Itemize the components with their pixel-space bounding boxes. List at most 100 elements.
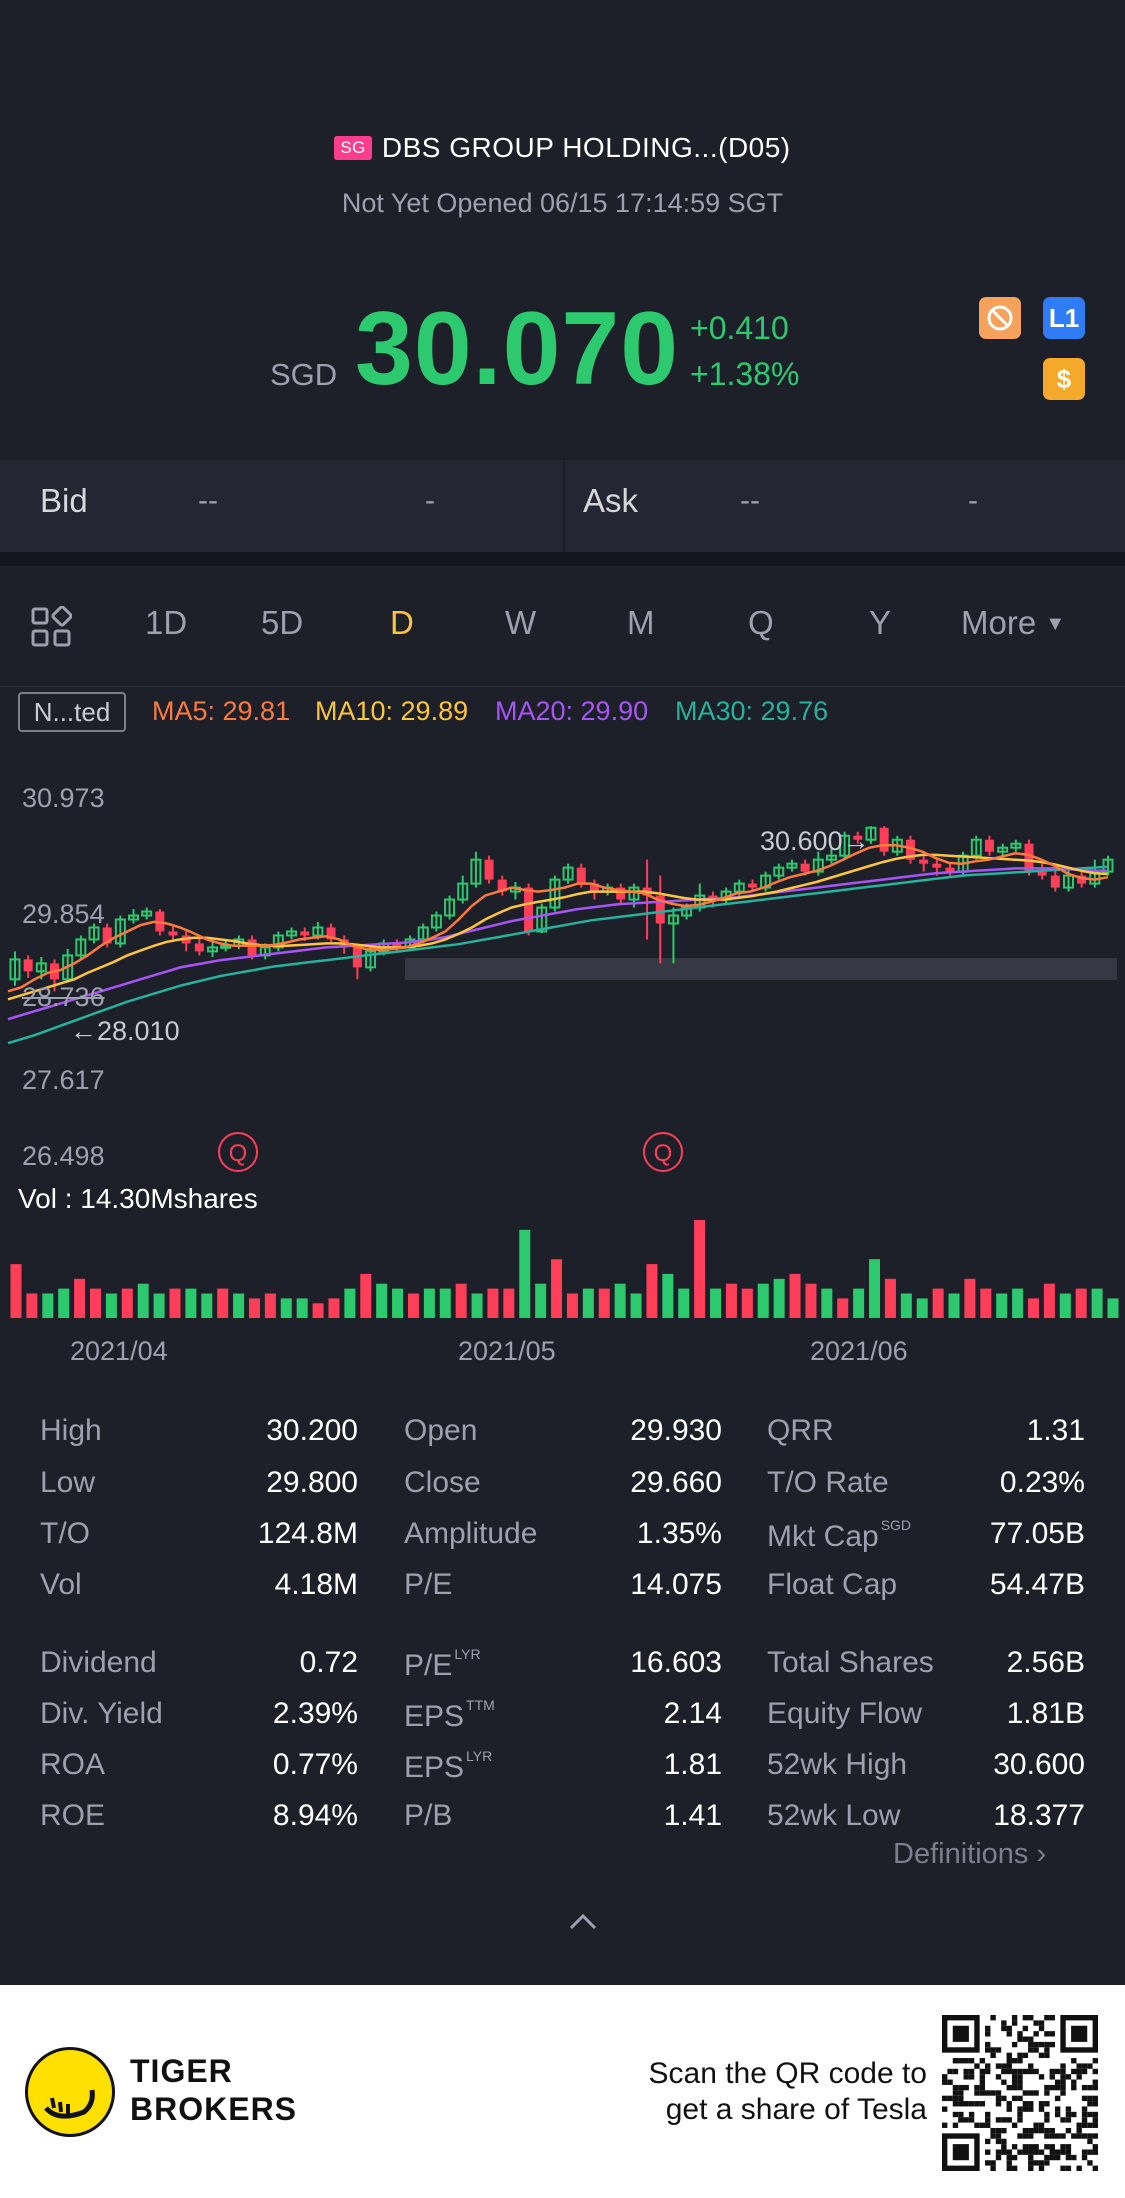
x-tick: 2021/06	[810, 1336, 908, 1366]
price-change: +0.410	[690, 310, 789, 346]
level1-icon[interactable]: L1	[1043, 297, 1085, 339]
ma10-line	[7, 853, 1109, 1001]
chevron-right-icon: ›	[1036, 1838, 1047, 1870]
volume-bar	[328, 1298, 340, 1318]
definitions-link[interactable]: Definitions ›	[893, 1838, 1046, 1871]
volume-bar	[1091, 1288, 1103, 1318]
price-band	[405, 958, 1117, 980]
tab-y[interactable]: Y	[869, 604, 892, 641]
stat-value: 18.377	[993, 1799, 1085, 1832]
stat-value: 8.94%	[272, 1799, 358, 1832]
volume-bar	[535, 1283, 547, 1318]
tab-5d[interactable]: 5D	[261, 604, 304, 641]
volume-bar	[773, 1278, 785, 1318]
volume-bar	[121, 1288, 133, 1318]
stat-label: EPS LYR	[404, 1748, 492, 1785]
tab-more[interactable]: More ▼	[961, 604, 1065, 642]
stat-value: 124.8M	[257, 1517, 358, 1550]
stat-label-text: Mkt Cap	[767, 1520, 879, 1553]
ma20-line	[7, 867, 1108, 1021]
candle	[194, 937, 204, 956]
stat-label-text: Open	[404, 1414, 478, 1447]
bid-size: -	[425, 484, 435, 517]
stat-label-text: ROA	[40, 1748, 106, 1781]
ma20-value: MA20: 29.90	[495, 696, 649, 726]
cta-text: get a share of Tesla	[665, 2093, 927, 2126]
stat-label: Amplitude	[404, 1517, 537, 1551]
stat-value: 0.72	[299, 1646, 358, 1679]
fire-icon[interactable]	[979, 297, 1021, 339]
volume-bar	[996, 1293, 1008, 1318]
stat-label-text: 52wk Low	[767, 1799, 901, 1832]
stat-label-superscript: TTM	[466, 1697, 495, 1713]
candle	[984, 835, 994, 856]
caret-down-icon: ▼	[1045, 613, 1066, 635]
candle	[655, 875, 665, 964]
stat-label-text: Vol	[40, 1568, 82, 1601]
stat-label-text: QRR	[767, 1414, 834, 1447]
volume-bar	[10, 1264, 22, 1318]
volume-bar	[710, 1288, 722, 1318]
stat-label: Low	[40, 1466, 95, 1500]
stat-label: Mkt Cap SGD	[767, 1517, 911, 1554]
high-marker: 30.600→	[760, 826, 870, 856]
volume-bar	[900, 1293, 912, 1318]
candle	[168, 925, 178, 942]
volume-bar	[964, 1278, 976, 1318]
earnings-marker[interactable]: Q	[643, 1132, 683, 1172]
tab-w[interactable]: W	[505, 604, 537, 641]
chevron-up-icon[interactable]	[565, 1910, 601, 1937]
stat-label-text: Dividend	[40, 1646, 157, 1679]
y-tick: 26.498	[22, 1141, 105, 1171]
candle	[207, 941, 219, 957]
candle	[1050, 867, 1060, 892]
candle	[549, 875, 561, 912]
volume-bar	[1028, 1298, 1040, 1318]
price-change-pct: +1.38%	[690, 356, 800, 392]
candlestick-chart[interactable]	[0, 740, 1125, 1360]
volume-bar	[26, 1293, 38, 1318]
earnings-marker[interactable]: Q	[218, 1132, 258, 1172]
candle	[484, 855, 494, 884]
definitions-label: Definitions	[893, 1838, 1029, 1870]
volume-bar	[1012, 1288, 1024, 1318]
tab-1d[interactable]: 1D	[145, 604, 188, 641]
volume-bar	[614, 1283, 626, 1318]
volume-bar	[42, 1293, 54, 1318]
stat-value: 30.600	[993, 1748, 1085, 1781]
candle	[9, 951, 21, 986]
candle	[102, 923, 112, 948]
volume-bar	[105, 1293, 117, 1318]
candle	[75, 935, 87, 960]
dollar-icon[interactable]: $	[1043, 358, 1085, 400]
tab-m[interactable]: M	[627, 604, 655, 641]
candle	[272, 931, 284, 952]
candle	[141, 907, 153, 920]
bid-label: Bid	[40, 482, 88, 519]
x-tick: 2021/05	[458, 1336, 556, 1366]
y-tick: 27.617	[22, 1065, 105, 1095]
volume-bar	[980, 1288, 992, 1318]
candle	[839, 831, 851, 860]
tab-q[interactable]: Q	[748, 604, 774, 641]
tab-d[interactable]: D	[390, 604, 414, 641]
volume-bar	[344, 1288, 356, 1318]
candle	[1062, 867, 1074, 892]
candle	[825, 847, 837, 864]
candle	[326, 923, 336, 944]
volume-bar	[1059, 1293, 1071, 1318]
volume-bar	[58, 1288, 70, 1318]
stat-label-text: P/E	[404, 1649, 453, 1682]
bid-price: --	[198, 484, 218, 517]
candle	[114, 915, 126, 948]
section-divider	[0, 552, 1125, 566]
volume-bar	[646, 1264, 658, 1318]
candle	[509, 882, 521, 900]
grid-icon[interactable]	[30, 605, 73, 653]
adjust-toggle[interactable]: N...ted	[18, 692, 126, 732]
candle	[470, 851, 482, 888]
stat-value: 0.23%	[999, 1466, 1085, 1499]
candle	[23, 955, 33, 978]
volume-bar	[264, 1293, 276, 1318]
low-marker-value: 28.010	[97, 1016, 180, 1046]
